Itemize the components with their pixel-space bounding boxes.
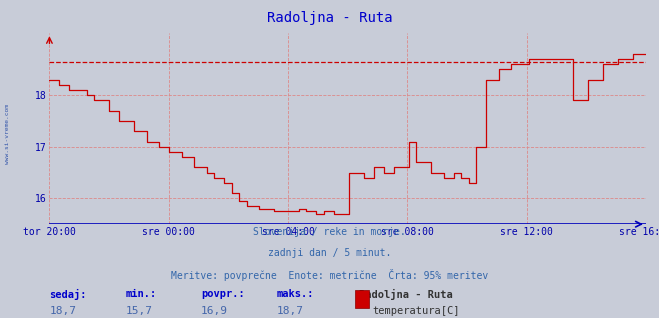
Text: Meritve: povprečne  Enote: metrične  Črta: 95% meritev: Meritve: povprečne Enote: metrične Črta:…	[171, 269, 488, 281]
Text: Radoljna - Ruta: Radoljna - Ruta	[267, 11, 392, 25]
Text: min.:: min.:	[125, 289, 156, 299]
Text: zadnji dan / 5 minut.: zadnji dan / 5 minut.	[268, 248, 391, 258]
Text: 15,7: 15,7	[125, 306, 152, 316]
Text: temperatura[C]: temperatura[C]	[372, 306, 460, 316]
Text: 18,7: 18,7	[277, 306, 304, 316]
Text: Radoljna - Ruta: Radoljna - Ruta	[359, 289, 453, 300]
Text: maks.:: maks.:	[277, 289, 314, 299]
Text: www.si-vreme.com: www.si-vreme.com	[5, 104, 11, 163]
Text: sedaj:: sedaj:	[49, 289, 87, 300]
Text: povpr.:: povpr.:	[201, 289, 244, 299]
Text: Slovenija / reke in morje.: Slovenija / reke in morje.	[253, 227, 406, 237]
Text: 16,9: 16,9	[201, 306, 228, 316]
Text: 18,7: 18,7	[49, 306, 76, 316]
